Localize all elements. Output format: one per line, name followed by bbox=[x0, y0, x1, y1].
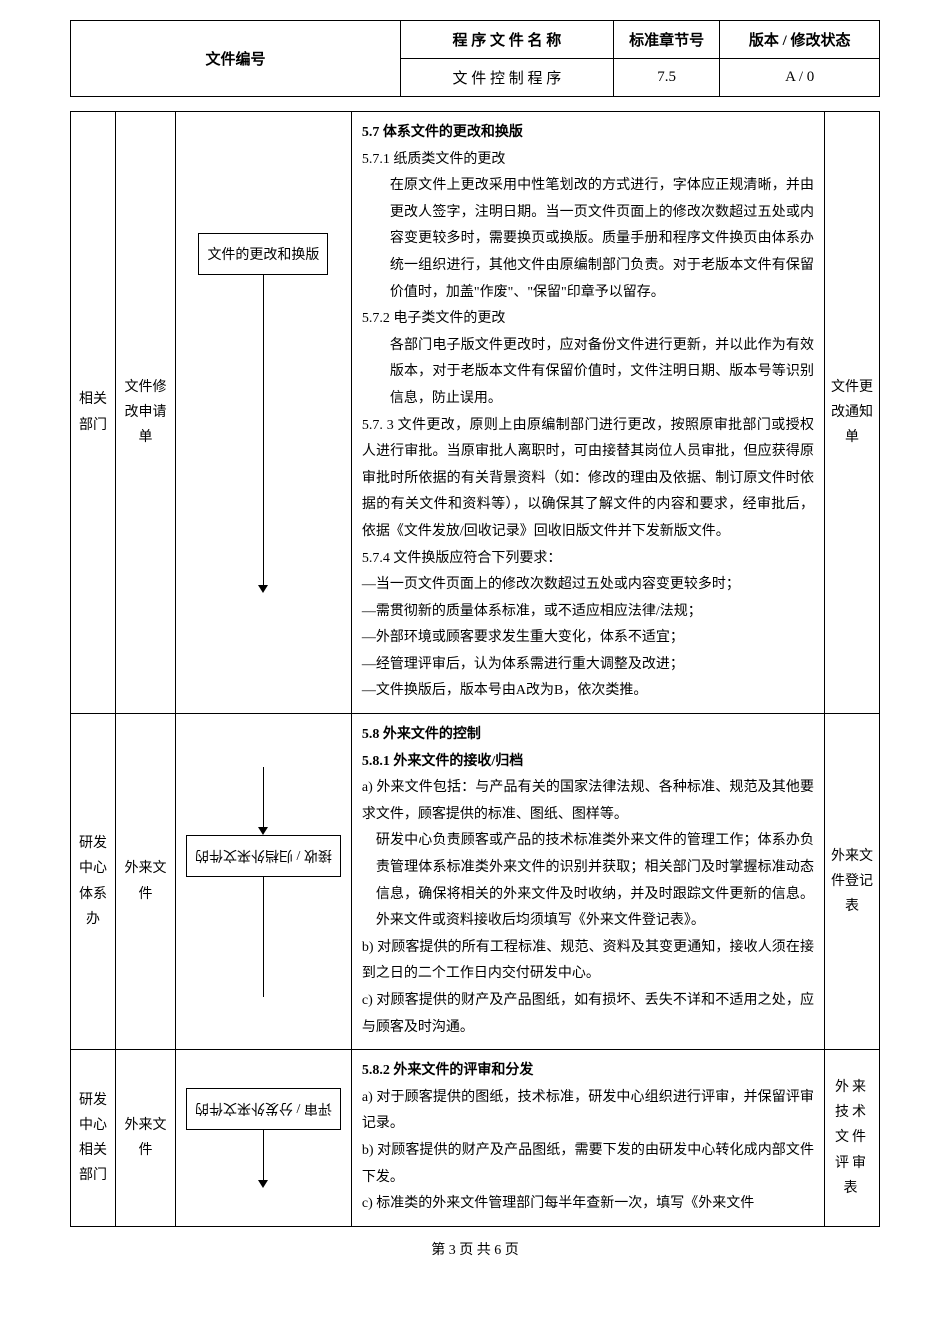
row3-input: 外来文件 bbox=[116, 1050, 176, 1227]
row1-flow: 文件的更改和换版 bbox=[176, 112, 352, 714]
flow-box-receive: 接收 / 归档外来文件的 bbox=[186, 835, 341, 877]
row3-output: 外来技术文件评审表 bbox=[825, 1050, 880, 1227]
row2-content: 5.8 外来文件的控制 5.8.1 外来文件的接收/归档 a) 外来文件包括：与… bbox=[351, 714, 824, 1050]
row3-content: 5.8.2 外来文件的评审和分发 a) 对于顾客提供的图纸，技术标准，研发中心组… bbox=[351, 1050, 824, 1227]
row2-output: 外来文件登记表 bbox=[825, 714, 880, 1050]
row2-input: 外来文件 bbox=[116, 714, 176, 1050]
flow-box-change: 文件的更改和换版 bbox=[198, 233, 328, 275]
flow-box-review: 评审 / 分发外来文件的 bbox=[186, 1088, 341, 1130]
row1-output: 文件更改通知单 bbox=[825, 112, 880, 714]
page-footer: 第 3 页 共 6 页 bbox=[70, 1239, 880, 1259]
header-col4-label: 版本 / 修改状态 bbox=[720, 21, 880, 59]
header-col3-label: 标准章节号 bbox=[613, 21, 719, 59]
row2-dept: 研发中心体系办 bbox=[71, 714, 116, 1050]
row1-dept: 相关部门 bbox=[71, 112, 116, 714]
row1-input: 文件修改申请单 bbox=[116, 112, 176, 714]
row2-flow: 接收 / 归档外来文件的 bbox=[176, 714, 352, 1050]
header-col2-label: 程 序 文 件 名 称 bbox=[400, 21, 613, 59]
header-col2-value: 文 件 控 制 程 序 bbox=[400, 59, 613, 97]
arrow-down-icon bbox=[258, 1180, 268, 1188]
doc-number-label: 文件编号 bbox=[71, 21, 401, 97]
row3-flow: 评审 / 分发外来文件的 bbox=[176, 1050, 352, 1227]
header-col3-value: 7.5 bbox=[613, 59, 719, 97]
row3-dept: 研发中心相关部门 bbox=[71, 1050, 116, 1227]
row1-content: 5.7 体系文件的更改和换版 5.7.1 纸质类文件的更改 在原文件上更改采用中… bbox=[351, 112, 824, 714]
arrow-down-icon bbox=[258, 585, 268, 593]
main-table: 相关部门 文件修改申请单 文件的更改和换版 5.7 体系文件的更改和换版 5.7… bbox=[70, 111, 880, 1227]
header-col4-value: A / 0 bbox=[720, 59, 880, 97]
arrow-down-icon bbox=[258, 827, 268, 835]
header-table: 文件编号 程 序 文 件 名 称 标准章节号 版本 / 修改状态 文 件 控 制… bbox=[70, 20, 880, 97]
